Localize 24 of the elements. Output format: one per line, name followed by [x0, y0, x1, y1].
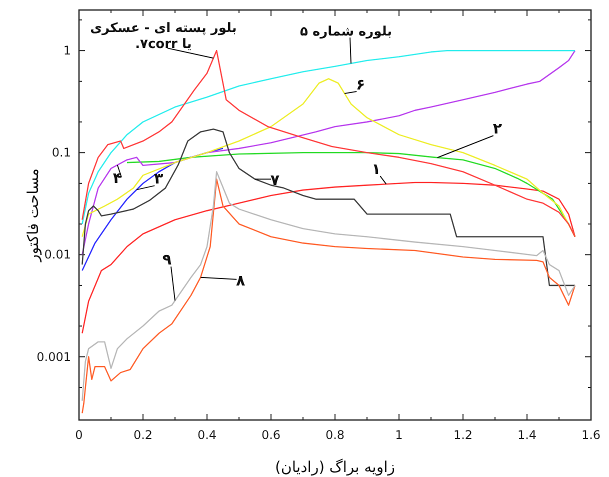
series-label: بلوره شماره ۵: [300, 24, 392, 40]
x-tick-label: 0.4: [197, 428, 217, 442]
series-label: ۱: [372, 160, 381, 178]
series-label: ۲: [492, 120, 502, 138]
series-label: ۴: [112, 169, 122, 188]
y-tick-label: 0.001: [36, 350, 71, 364]
x-tick-label: 1.4: [517, 428, 537, 442]
x-tick-label: 0: [75, 428, 83, 442]
y-tick-label: 0.1: [52, 146, 71, 160]
x-tick-label: 0.6: [261, 428, 281, 442]
x-tick-label: 1: [395, 428, 403, 442]
series-label: ۹: [162, 250, 172, 269]
x-tick-label: 0.8: [325, 428, 345, 442]
x-axis-title: زاویه براگ (رادیان): [274, 458, 396, 476]
series-label: ۶: [356, 76, 366, 94]
series-label: ۷: [270, 171, 280, 190]
y-tick-label: 0.01: [44, 248, 71, 262]
series-label: بلور پسته ای - عسکری یا ۷corr.: [90, 21, 237, 52]
x-tick-label: 1.2: [453, 428, 473, 442]
y-tick-label: 1: [63, 44, 71, 58]
series-label: ۳: [154, 170, 164, 188]
x-tick-label: 1.6: [581, 428, 601, 442]
x-tick-label: 0.2: [133, 428, 153, 442]
y-axis-title: مساحت فاکتور: [24, 168, 42, 263]
